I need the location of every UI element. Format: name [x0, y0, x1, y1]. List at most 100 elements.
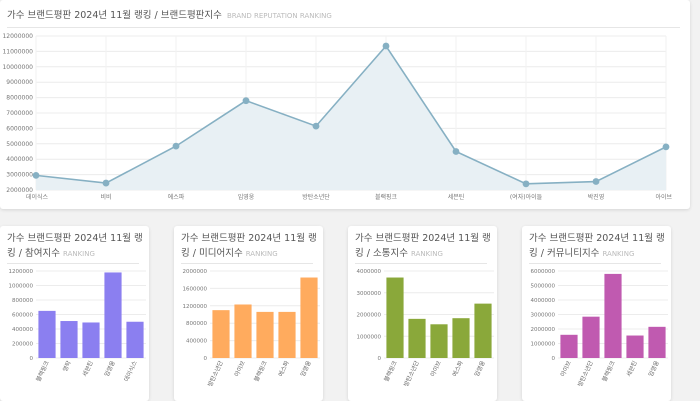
data-point: [242, 97, 250, 105]
y-tick-label: 5000000: [6, 141, 33, 148]
participation-chart-title: 가수 브랜드평판 2024년 11월 랭킹 / 참여지수 RANKING: [7, 231, 143, 262]
y-tick-label: 2000000: [6, 187, 33, 194]
x-tick-label: 임영웅: [647, 359, 661, 378]
y-tick-label: 2000000: [531, 327, 556, 333]
y-tick-label: 9000000: [6, 79, 33, 86]
x-tick-label: 방탄소년단: [206, 359, 225, 388]
main-chart-title-text: 가수 브랜드평판 2024년 11월 랭킹 / 브랜드평판지수: [7, 10, 222, 21]
data-point: [452, 148, 460, 155]
y-tick-label: 4000000: [357, 269, 382, 275]
brand-reputation-line-chart: 2000000 3000000 4000000 5000000 6000000 70000…: [2, 33, 672, 201]
communication-chart-title: 가수 브랜드평판 2024년 11월 랭킹 / 소통지수 RANKING: [355, 231, 491, 262]
participation-subtitle: RANKING: [62, 250, 95, 258]
bar: [256, 311, 274, 358]
title-divider: [181, 263, 313, 264]
y-tick-label: 1200000: [183, 304, 208, 310]
media-card: 가수 브랜드평판 2024년 11월 랭킹 / 미디어지수 RANKING 0 4…: [174, 226, 323, 401]
x-tick-label: 블랙핑크: [382, 359, 399, 383]
x-tick-label: 비비: [100, 193, 111, 201]
x-tick-label: 블랙핑크: [600, 359, 617, 383]
x-tick-label: 영탁: [61, 359, 73, 373]
participation-bar-chart: 0 200000 400000 600000 800000 1000000 1200000 블…: [9, 269, 146, 383]
y-tick-label: 8000000: [6, 95, 33, 102]
data-point: [522, 180, 530, 188]
bar: [430, 324, 448, 358]
y-tick-label: 11000000: [2, 48, 33, 55]
y-tick-label: 600000: [12, 313, 33, 319]
bar: [278, 311, 296, 358]
x-tick-label: 세븐틴: [81, 359, 95, 377]
bar: [82, 322, 100, 358]
y-tick-label: 800000: [186, 321, 207, 327]
x-tick-label: 방탄소년단: [302, 193, 330, 201]
y-tick-label: 2000000: [357, 313, 382, 319]
main-chart-title: 가수 브랜드평판 2024년 11월 랭킹 / 브랜드평판지수 BRAND RE…: [7, 9, 332, 23]
x-tick-label: (여자)아이들: [510, 193, 543, 201]
y-tick-label: 3000000: [531, 313, 556, 319]
series-area: [36, 46, 666, 191]
community-card: 가수 브랜드평판 2024년 11월 랭킹 / 커뮤니티지수 RANKING 0…: [522, 226, 671, 401]
x-tick-label: 아이브: [233, 359, 247, 378]
x-tick-label: 블랙핑크: [252, 359, 269, 383]
x-tick-label: 임영웅: [238, 193, 255, 201]
bar: [104, 272, 122, 358]
media-title-text: 가수 브랜드평판 2024년 11월 랭킹 / 미디어지수: [181, 233, 317, 259]
y-tick-label: 1000000: [357, 334, 382, 340]
bar: [582, 316, 600, 358]
y-tick-label: 0: [378, 356, 382, 362]
media-subtitle: RANKING: [245, 250, 278, 258]
communication-bar-chart: 0 1000000 2000000 3000000 4000000 블랙핑크 방탄소년단 아이…: [357, 269, 494, 388]
community-title-text: 가수 브랜드평판 2024년 11월 랭킹 / 커뮤니티지수: [529, 233, 665, 259]
y-tick-label: 6000000: [531, 269, 556, 275]
x-tick-label: 임영웅: [299, 359, 313, 378]
bar: [626, 335, 644, 358]
media-bar-chart: 0 400000 800000 1200000 1600000 2000000 방탄소년단 아…: [183, 269, 320, 388]
y-tick-label: 1200000: [9, 269, 34, 275]
series-line: [35, 44, 667, 185]
x-tick-label: 에스파: [168, 193, 185, 201]
y-tick-label: 1000000: [531, 342, 556, 348]
data-point: [592, 178, 600, 185]
y-tick-label: 6000000: [6, 125, 33, 132]
y-tick-label: 12000000: [2, 33, 33, 40]
data-point: [32, 171, 40, 179]
y-tick-label: 400000: [12, 327, 33, 333]
y-tick-label: 1600000: [183, 286, 208, 292]
x-tick-label: 블랙핑크: [375, 193, 398, 201]
communication-subtitle: RANKING: [410, 250, 443, 258]
y-tick-label: 200000: [12, 342, 33, 348]
data-point: [102, 179, 110, 187]
participation-title-text: 가수 브랜드평판 2024년 11월 랭킹 / 참여지수: [7, 233, 143, 259]
x-tick-label: 데이식스: [26, 193, 49, 201]
bar: [212, 310, 230, 358]
y-tick-label: 3000000: [6, 172, 33, 179]
x-tick-label: 임영웅: [473, 359, 487, 378]
x-tick-label: 박진영: [588, 193, 605, 201]
x-tick-label: 임영웅: [103, 359, 117, 378]
bar: [560, 334, 578, 358]
y-tick-label: 400000: [186, 339, 207, 345]
bar: [648, 326, 666, 358]
y-tick-label: 0: [30, 356, 34, 362]
x-tick-label: 에스파: [277, 359, 291, 378]
community-chart-title: 가수 브랜드평판 2024년 11월 랭킹 / 커뮤니티지수 RANKING: [529, 231, 665, 262]
communication-title-text: 가수 브랜드평판 2024년 11월 랭킹 / 소통지수: [355, 233, 491, 259]
data-point: [172, 142, 180, 150]
x-tick-label: 블랙핑크: [34, 359, 51, 383]
x-tick-label: 에스파: [451, 359, 465, 378]
bar: [300, 277, 318, 358]
y-tick-label: 3000000: [357, 291, 382, 297]
bar: [452, 318, 470, 358]
y-tick-label: 4000000: [531, 298, 556, 304]
title-divider: [7, 263, 139, 264]
x-tick-label: 아이브: [559, 359, 573, 378]
bar: [38, 310, 56, 358]
y-tick-label: 4000000: [6, 156, 33, 163]
data-point: [662, 143, 670, 151]
communication-card: 가수 브랜드평판 2024년 11월 랭킹 / 소통지수 RANKING 0 10…: [348, 226, 497, 401]
data-point: [382, 42, 390, 50]
x-tick-label: 방탄소년단: [402, 359, 421, 388]
x-tick-label: 세븐틴: [448, 193, 465, 201]
main-chart-subtitle: BRAND REPUTATION RANKING: [226, 12, 332, 20]
y-tick-label: 800000: [12, 298, 33, 304]
